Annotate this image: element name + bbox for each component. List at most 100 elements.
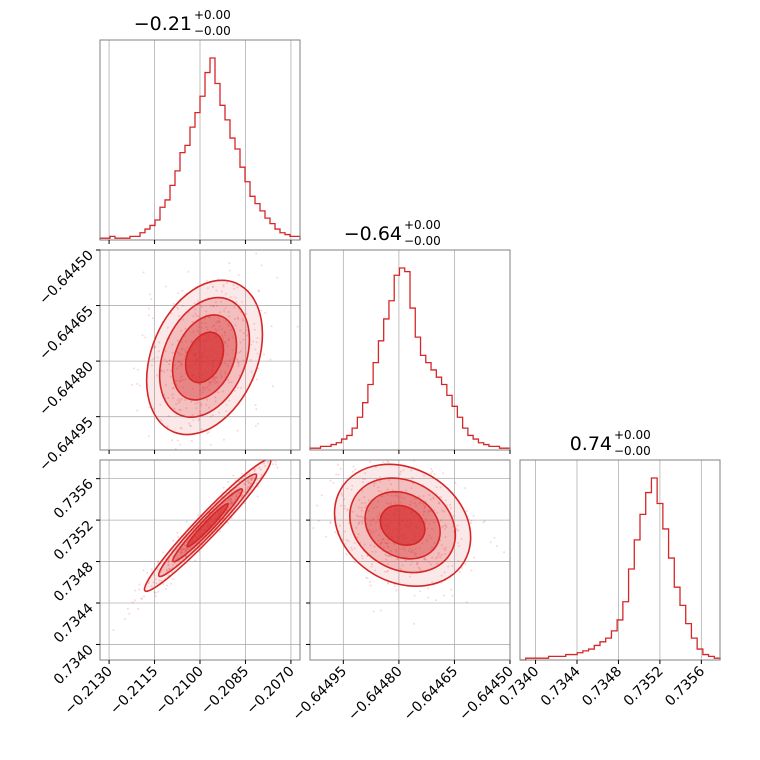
sample-point <box>207 431 210 434</box>
sample-point <box>223 330 226 333</box>
sample-point <box>189 425 192 428</box>
sample-point <box>197 326 200 329</box>
y-tick-label: 0.7348 <box>51 559 97 605</box>
sample-point <box>183 547 186 550</box>
sample-point <box>383 457 385 459</box>
sample-point <box>367 510 370 513</box>
sample-point <box>361 516 364 519</box>
sample-point <box>464 487 467 490</box>
sample-point <box>399 567 402 570</box>
sample-point <box>257 456 259 458</box>
sample-point <box>353 541 356 544</box>
sample-point <box>360 509 363 512</box>
sample-point <box>181 341 184 344</box>
sample-point <box>134 589 137 592</box>
sample-point <box>219 311 222 314</box>
sample-point <box>230 517 233 520</box>
sample-point <box>213 324 216 327</box>
sample-point <box>199 413 202 416</box>
sample-point <box>439 486 442 489</box>
sample-point <box>184 549 187 552</box>
sample-point <box>483 520 486 523</box>
sample-point <box>144 336 147 339</box>
sample-point <box>414 552 417 555</box>
sample-point <box>411 560 414 563</box>
sample-point <box>424 505 427 508</box>
sample-point <box>410 469 413 472</box>
sample-point <box>213 380 216 383</box>
sample-point <box>242 359 245 362</box>
sample-point <box>413 502 416 505</box>
sample-point <box>469 522 472 525</box>
sample-point <box>181 289 184 292</box>
sample-point <box>185 555 188 558</box>
sample-point <box>206 432 209 435</box>
sample-point <box>226 364 229 367</box>
sample-point <box>213 377 216 380</box>
sample-point <box>228 399 231 402</box>
sample-point <box>171 343 174 346</box>
sample-point <box>460 537 463 540</box>
sample-point <box>329 522 332 525</box>
scatter-panel-0-1 <box>99 249 301 451</box>
sample-point <box>364 501 367 504</box>
sample-point <box>192 419 195 422</box>
sample-point <box>444 524 447 527</box>
sample-point <box>428 534 431 537</box>
sample-point <box>263 453 265 455</box>
param-title-plus-2: +0.00 <box>614 428 651 442</box>
sample-point <box>414 548 417 551</box>
sample-point <box>442 472 445 475</box>
sample-point <box>447 565 450 568</box>
sample-point <box>407 549 410 552</box>
sample-point <box>184 378 187 381</box>
sample-point <box>153 346 156 349</box>
sample-point <box>389 504 392 507</box>
sample-point <box>424 518 427 521</box>
sample-point <box>465 510 468 513</box>
sample-point <box>214 376 217 379</box>
sample-point <box>180 378 183 381</box>
sample-point <box>164 384 167 387</box>
sample-point <box>237 364 240 367</box>
sample-point <box>151 317 154 320</box>
sample-point <box>180 551 183 554</box>
sample-point <box>352 465 355 468</box>
sample-point <box>237 490 240 493</box>
sample-point <box>457 560 460 563</box>
sample-point <box>422 502 425 505</box>
sample-point <box>385 558 388 561</box>
sample-point <box>158 579 161 582</box>
sample-point <box>421 542 424 545</box>
sample-point <box>199 410 202 413</box>
sample-point <box>190 439 193 442</box>
sample-point <box>183 358 186 361</box>
x-tick-label: −0.64495 <box>290 664 351 725</box>
sample-point <box>217 385 220 388</box>
sample-point <box>433 509 436 512</box>
sample-point <box>168 568 171 571</box>
sample-point <box>241 318 244 321</box>
sample-point <box>394 501 397 504</box>
sample-point <box>162 582 165 585</box>
sample-point <box>388 554 391 557</box>
sample-point <box>344 542 347 545</box>
sample-point <box>209 383 212 386</box>
sample-point <box>444 549 447 552</box>
sample-point <box>364 472 367 475</box>
sample-point <box>208 388 211 391</box>
sample-point <box>356 536 359 539</box>
sample-point <box>358 515 361 518</box>
sample-point <box>317 519 320 522</box>
sample-point <box>351 548 354 551</box>
sample-point <box>162 551 165 554</box>
sample-point <box>112 628 115 631</box>
sample-point <box>367 529 370 532</box>
sample-point <box>185 350 188 353</box>
sample-point <box>167 396 170 399</box>
contour-group <box>131 252 299 450</box>
sample-point <box>243 482 246 485</box>
sample-point <box>364 478 367 481</box>
sample-point <box>368 580 371 583</box>
sample-point <box>226 353 229 356</box>
